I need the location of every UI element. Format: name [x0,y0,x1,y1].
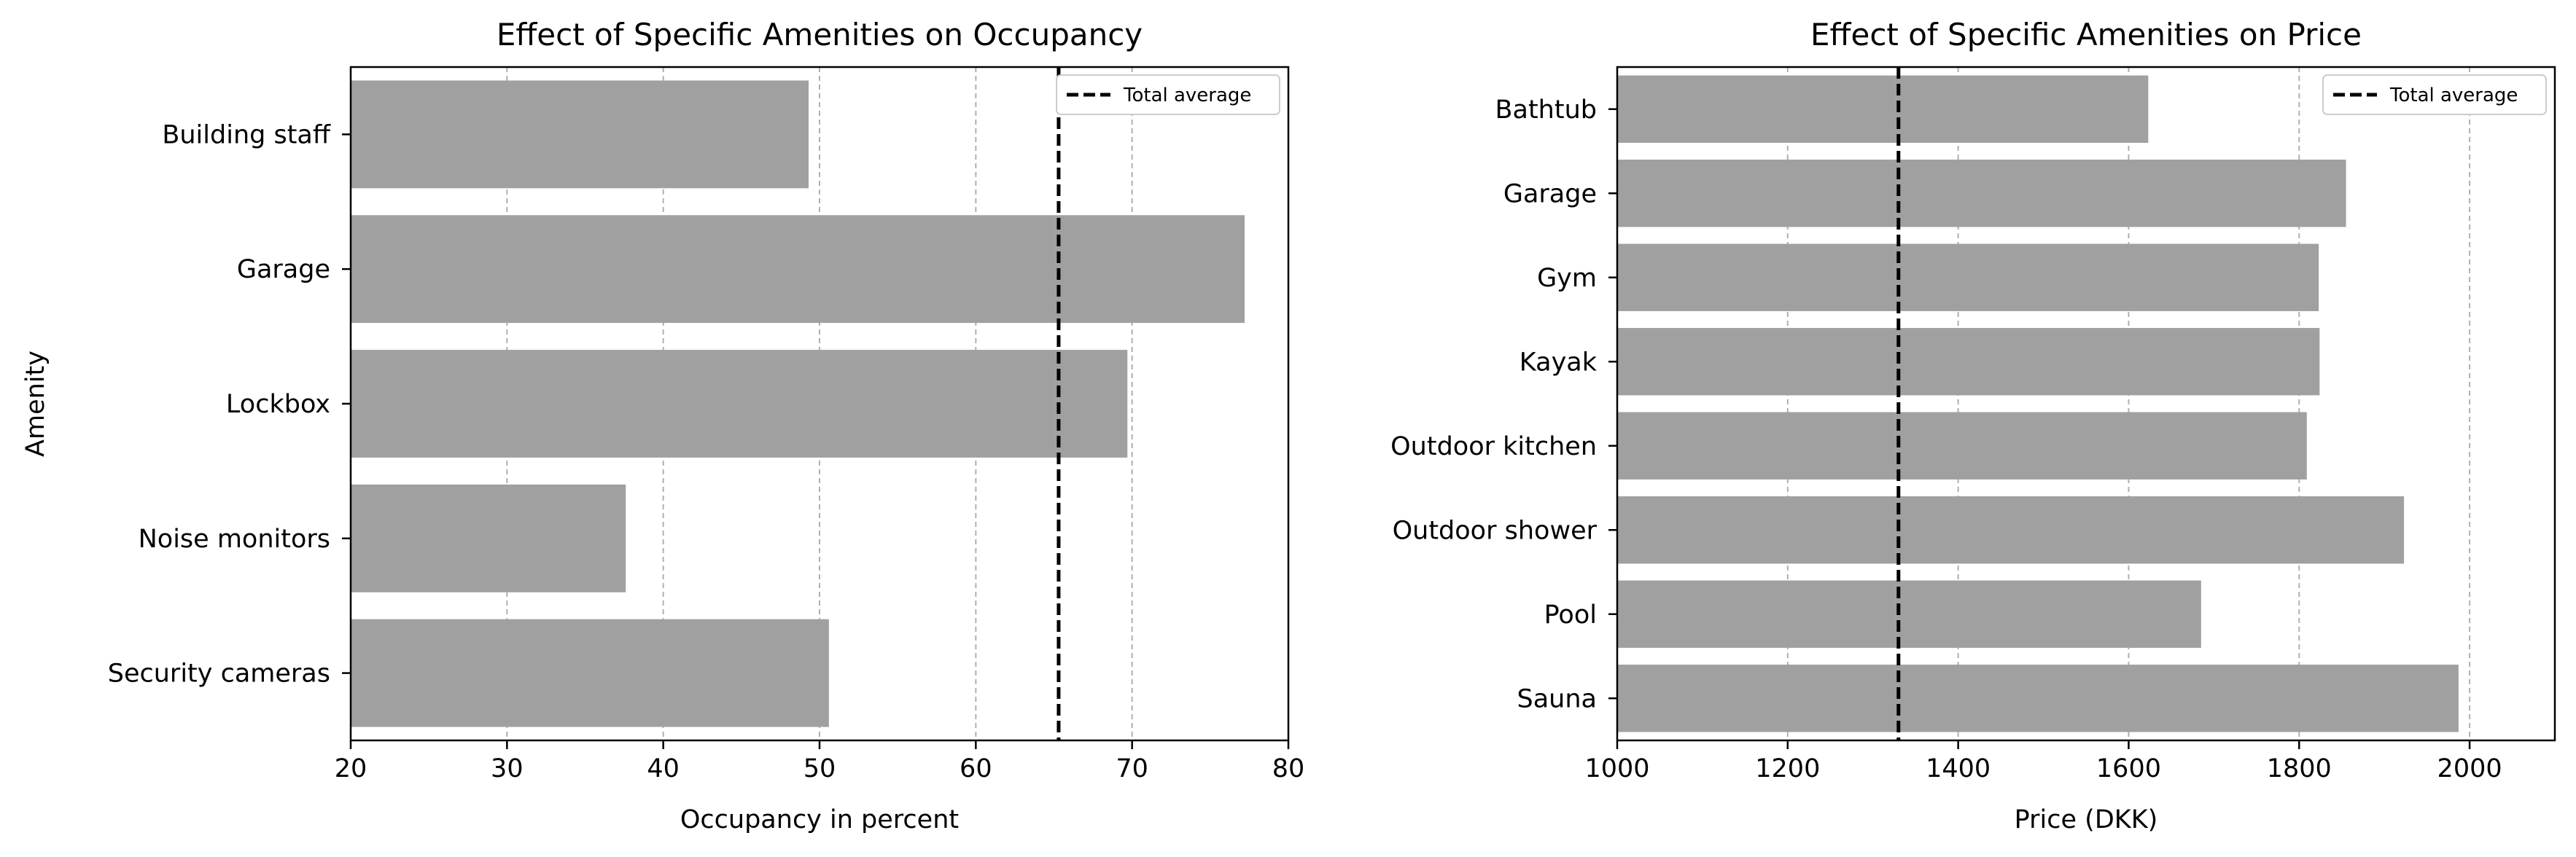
legend-label: Total average [1123,85,1251,106]
y-tick-label: Kayak [1519,348,1598,377]
chart-title: Effect of Specific Amenities on Occupanc… [497,17,1143,52]
bar [1617,412,2307,480]
x-tick-label: 70 [1116,754,1148,783]
x-tick-label: 60 [960,754,992,783]
bar [351,484,626,592]
bar [1617,243,2319,311]
y-axis-label: Amenity [21,351,50,457]
y-tick-label: Garage [1503,179,1597,208]
x-tick-label: 1200 [1755,754,1820,783]
x-tick-label: 2000 [2437,754,2502,783]
bar [1617,328,2320,396]
y-tick-label: Bathtub [1495,95,1598,125]
y-tick-label: Gym [1537,264,1597,293]
y-tick-label: Outdoor shower [1393,516,1598,545]
bar [1617,580,2201,648]
x-tick-label: 1000 [1584,754,1649,783]
bar [1617,160,2346,227]
x-tick-label: 1800 [2267,754,2332,783]
y-tick-label: Sauna [1517,684,1597,713]
chart-2: 1000 1200 1400 1600 1800 2000 Bathtub Garage Gym… [1390,17,2556,834]
y-tick-label: Garage [237,255,330,284]
legend-box [1056,74,1280,115]
bar [1617,665,2459,732]
x-axis-label: Price (DKK) [2015,805,2158,834]
y-tick-label: Noise monitors [139,525,330,554]
x-tick-label: 1400 [1926,754,1991,783]
chart-1: 20 30 40 50 60 70 80 Building staff Garage Lockbo… [21,17,1304,834]
bar [1617,496,2405,564]
chart-title: Effect of Specific Amenities on Price [1810,17,2362,52]
x-tick-label: 80 [1272,754,1305,783]
y-tick-label: Pool [1544,600,1597,630]
bar [351,350,1128,458]
bar [351,215,1245,324]
x-tick-label: 40 [647,754,680,783]
bar [1617,75,2149,143]
x-tick-label: 30 [491,754,524,783]
x-tick-label: 20 [335,754,367,783]
y-tick-label: Lockbox [226,390,330,419]
x-tick-label: 1600 [2096,754,2161,783]
legend: Total average [2322,74,2547,115]
y-tick-label: Security cameras [108,660,330,689]
plot-frame [1616,66,2556,742]
y-tick-label: Building staff [162,120,331,149]
x-axis-label: Occupancy in percent [680,805,959,834]
x-tick-label: 50 [803,754,836,783]
legend-label: Total average [2389,85,2518,106]
bar [351,80,809,189]
legend-box [2322,74,2547,115]
legend: Total average [1056,74,1280,115]
y-tick-label: Outdoor kitchen [1390,432,1597,461]
bar [351,619,829,727]
